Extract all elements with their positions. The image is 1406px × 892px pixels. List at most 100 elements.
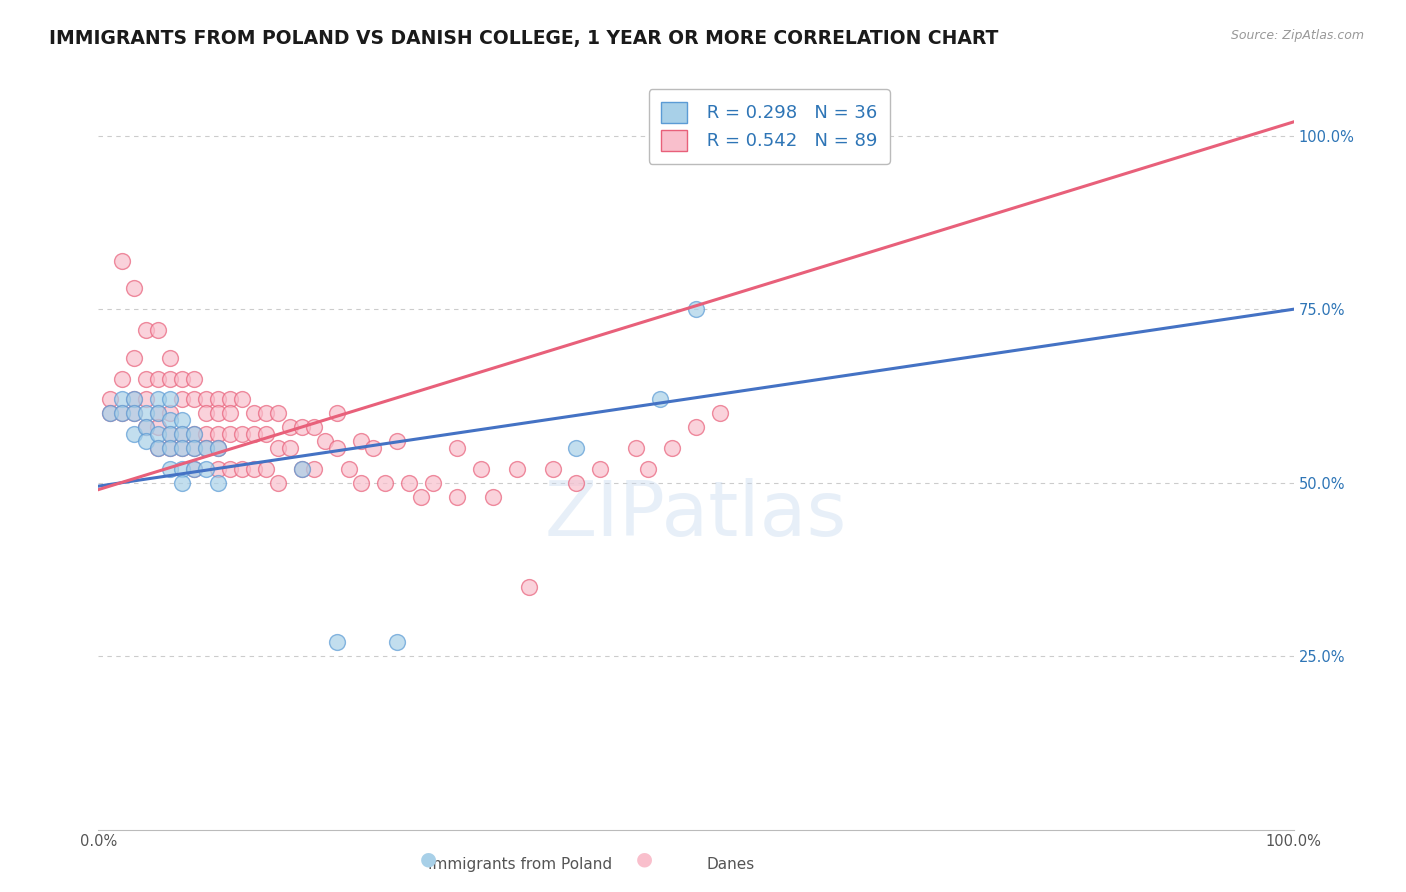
Point <box>278 441 301 455</box>
Point <box>254 427 277 442</box>
Point <box>374 475 396 490</box>
Point <box>685 302 707 317</box>
Point <box>159 462 181 476</box>
Point <box>159 413 181 427</box>
Point <box>350 434 373 448</box>
Point <box>172 462 194 476</box>
Point <box>231 392 253 407</box>
Point <box>339 462 361 476</box>
Point <box>148 420 170 434</box>
Point <box>159 427 181 442</box>
Point <box>291 462 314 476</box>
Point <box>98 392 122 407</box>
Point <box>111 253 134 268</box>
Point <box>135 420 157 434</box>
Point <box>207 462 229 476</box>
Point <box>326 441 349 455</box>
Point <box>135 420 157 434</box>
Point <box>183 462 205 476</box>
Legend:  R = 0.298   N = 36,  R = 0.542   N = 89: R = 0.298 N = 36, R = 0.542 N = 89 <box>648 89 890 163</box>
Point <box>111 371 134 385</box>
Point <box>111 406 134 420</box>
Text: Danes: Danes <box>707 857 755 872</box>
Point <box>124 392 146 407</box>
Point <box>148 323 170 337</box>
Point <box>350 475 373 490</box>
Point <box>385 434 409 448</box>
Point <box>267 406 290 420</box>
Point <box>207 475 229 490</box>
Point <box>135 392 157 407</box>
Point <box>291 420 314 434</box>
Point <box>207 392 229 407</box>
Point <box>541 462 564 476</box>
Point <box>172 427 194 442</box>
Point <box>254 462 277 476</box>
Point <box>302 420 325 434</box>
Point <box>135 434 157 448</box>
Point <box>709 406 731 420</box>
Point <box>159 406 181 420</box>
Point <box>231 462 253 476</box>
Point <box>637 462 659 476</box>
Point <box>207 406 229 420</box>
Point <box>124 406 146 420</box>
Text: Source: ZipAtlas.com: Source: ZipAtlas.com <box>1230 29 1364 42</box>
Point <box>267 475 290 490</box>
Point <box>195 441 218 455</box>
Point <box>422 475 444 490</box>
Point <box>446 490 468 504</box>
Point <box>648 392 672 407</box>
Point <box>685 420 707 434</box>
Point <box>148 406 170 420</box>
Point <box>315 434 337 448</box>
Point <box>98 406 122 420</box>
Point <box>589 462 612 476</box>
Point <box>148 441 170 455</box>
Point <box>183 462 205 476</box>
Point <box>159 441 181 455</box>
Point <box>111 406 134 420</box>
Point <box>135 371 157 385</box>
Point <box>183 441 205 455</box>
Point <box>183 392 205 407</box>
Point <box>135 406 157 420</box>
Point <box>267 441 290 455</box>
Point <box>207 441 229 455</box>
Point <box>243 406 266 420</box>
Point <box>470 462 492 476</box>
Point <box>517 580 540 594</box>
Point <box>172 427 194 442</box>
Point <box>278 420 301 434</box>
Point <box>195 406 218 420</box>
Point <box>195 427 218 442</box>
Text: ●: ● <box>636 850 652 869</box>
Point <box>207 441 229 455</box>
Point <box>98 406 122 420</box>
Point <box>172 413 194 427</box>
Point <box>183 371 205 385</box>
Point <box>398 475 420 490</box>
Point <box>254 406 277 420</box>
Text: ●: ● <box>420 850 437 869</box>
Point <box>565 441 588 455</box>
Point <box>148 406 170 420</box>
Point <box>195 392 218 407</box>
Point <box>172 441 194 455</box>
Point <box>159 351 181 365</box>
Point <box>626 441 648 455</box>
Point <box>661 441 683 455</box>
Point <box>124 351 146 365</box>
Point <box>111 392 134 407</box>
Point <box>183 427 205 442</box>
Point <box>195 462 218 476</box>
Point <box>291 462 314 476</box>
Point <box>148 371 170 385</box>
Point <box>302 462 325 476</box>
Point <box>148 427 170 442</box>
Point <box>159 427 181 442</box>
Point <box>207 427 229 442</box>
Point <box>243 462 266 476</box>
Point <box>195 441 218 455</box>
Point <box>148 441 170 455</box>
